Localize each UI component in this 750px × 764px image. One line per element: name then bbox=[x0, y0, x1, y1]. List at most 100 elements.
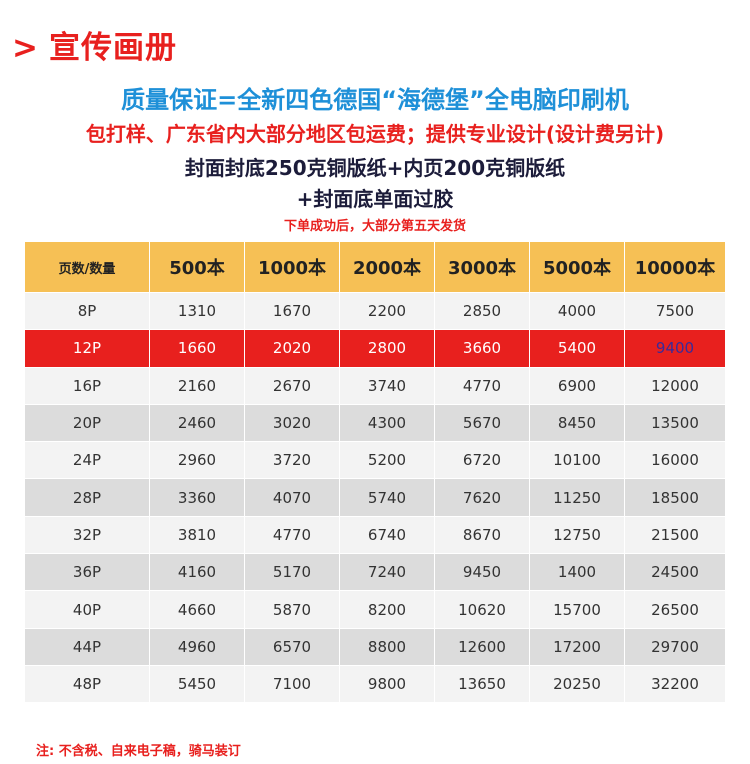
page-count-cell: 24P bbox=[24, 441, 150, 480]
price-cell: 21500 bbox=[624, 515, 726, 555]
price-cell: 1660 bbox=[149, 329, 245, 368]
page-title: > 宣传画册 bbox=[12, 30, 177, 66]
table-row: 48P 5450 7100 9800 13650 20250 32200 bbox=[24, 664, 726, 704]
price-cell: 3720 bbox=[244, 441, 340, 480]
price-cell: 29700 bbox=[624, 627, 726, 666]
table-row: 32P 3810 4770 6740 8670 12750 21500 bbox=[24, 515, 726, 555]
price-cell: 4660 bbox=[149, 590, 245, 629]
price-cell: 4300 bbox=[339, 403, 435, 443]
price-cell: 9800 bbox=[339, 664, 435, 704]
price-cell: 20250 bbox=[529, 664, 625, 704]
price-cell: 32200 bbox=[624, 664, 726, 704]
page-count-cell: 12P bbox=[24, 329, 150, 368]
price-cell: 26500 bbox=[624, 590, 726, 629]
column-header: 5000本 bbox=[529, 241, 625, 293]
corner-header: 页数/数量 bbox=[24, 241, 150, 293]
table-row: 40P 4660 5870 8200 10620 15700 26500 bbox=[24, 590, 726, 629]
page-count-cell: 28P bbox=[24, 478, 150, 517]
price-cell: 4000 bbox=[529, 291, 625, 331]
price-cell: 8670 bbox=[434, 515, 530, 555]
price-cell: 7620 bbox=[434, 478, 530, 517]
price-cell: 6720 bbox=[434, 441, 530, 480]
price-cell: 8200 bbox=[339, 590, 435, 629]
price-cell: 10620 bbox=[434, 590, 530, 629]
price-cell: 5740 bbox=[339, 478, 435, 517]
column-header: 10000本 bbox=[624, 241, 726, 293]
price-cell: 7240 bbox=[339, 553, 435, 592]
column-header: 500本 bbox=[149, 241, 245, 293]
price-cell: 1400 bbox=[529, 553, 625, 592]
footer-note: 注: 不含税、自来电子稿，骑马装订 bbox=[36, 744, 241, 759]
price-cell: 4160 bbox=[149, 553, 245, 592]
price-cell: 12600 bbox=[434, 627, 530, 666]
column-header: 3000本 bbox=[434, 241, 530, 293]
price-cell: 5200 bbox=[339, 441, 435, 480]
page-count-cell: 8P bbox=[24, 291, 150, 331]
price-cell: 5170 bbox=[244, 553, 340, 592]
lamination-line: +封面底单面过胶 bbox=[296, 187, 454, 211]
price-cell: 8800 bbox=[339, 627, 435, 666]
column-header: 1000本 bbox=[244, 241, 340, 293]
page-count-cell: 20P bbox=[24, 403, 150, 443]
table-row: 28P 3360 4070 5740 7620 11250 18500 bbox=[24, 478, 726, 517]
price-cell: 2960 bbox=[149, 441, 245, 480]
price-cell: 12000 bbox=[624, 366, 726, 405]
price-cell: 2160 bbox=[149, 366, 245, 405]
price-table: 页数/数量 500本 1000本 2000本 3000本 5000本 10000… bbox=[24, 241, 726, 704]
price-cell: 8450 bbox=[529, 403, 625, 443]
price-cell: 2670 bbox=[244, 366, 340, 405]
table-header-row: 页数/数量 500本 1000本 2000本 3000本 5000本 10000… bbox=[24, 241, 726, 293]
service-line: 包打样、广东省内大部分地区包运费；提供专业设计(设计费另计) bbox=[85, 122, 665, 146]
price-cell: 2200 bbox=[339, 291, 435, 331]
quality-guarantee-line: 质量保证=全新四色德国“海德堡”全电脑印刷机 bbox=[121, 86, 629, 114]
price-cell: 4070 bbox=[244, 478, 340, 517]
page-count-cell: 16P bbox=[24, 366, 150, 405]
table-row: 44P 4960 6570 8800 12600 17200 29700 bbox=[24, 627, 726, 666]
delivery-line: 下单成功后，大部分第五天发货 bbox=[283, 219, 466, 234]
price-cell: 5670 bbox=[434, 403, 530, 443]
table-row: 16P 2160 2670 3740 4770 6900 12000 bbox=[24, 366, 726, 405]
price-cell: 10100 bbox=[529, 441, 625, 480]
price-cell: 15700 bbox=[529, 590, 625, 629]
table-row: 36P 4160 5170 7240 9450 1400 24500 bbox=[24, 553, 726, 592]
price-cell: 18500 bbox=[624, 478, 726, 517]
price-cell: 2020 bbox=[244, 329, 340, 368]
table-row: 20P 2460 3020 4300 5670 8450 13500 bbox=[24, 403, 726, 443]
price-cell: 7500 bbox=[624, 291, 726, 331]
paper-spec-line: 封面封底250克铜版纸+内页200克铜版纸 bbox=[184, 156, 566, 180]
price-cell: 1310 bbox=[149, 291, 245, 331]
price-cell: 6900 bbox=[529, 366, 625, 405]
price-cell: 4960 bbox=[149, 627, 245, 666]
page-title-text: 宣传画册 bbox=[48, 30, 177, 66]
price-cell: 2460 bbox=[149, 403, 245, 443]
price-cell: 3810 bbox=[149, 515, 245, 555]
arrow-icon: > bbox=[12, 30, 39, 66]
price-cell: 5870 bbox=[244, 590, 340, 629]
price-cell: 9400 bbox=[624, 329, 726, 368]
price-cell: 2850 bbox=[434, 291, 530, 331]
page-count-cell: 48P bbox=[24, 664, 150, 704]
price-cell: 3020 bbox=[244, 403, 340, 443]
page-count-cell: 40P bbox=[24, 590, 150, 629]
table-row: 24P 2960 3720 5200 6720 10100 16000 bbox=[24, 441, 726, 480]
price-cell: 4770 bbox=[244, 515, 340, 555]
price-cell: 3740 bbox=[339, 366, 435, 405]
price-cell: 17200 bbox=[529, 627, 625, 666]
price-cell: 9450 bbox=[434, 553, 530, 592]
price-cell: 13650 bbox=[434, 664, 530, 704]
column-header: 2000本 bbox=[339, 241, 435, 293]
price-cell: 12750 bbox=[529, 515, 625, 555]
price-cell: 13500 bbox=[624, 403, 726, 443]
price-cell: 16000 bbox=[624, 441, 726, 480]
page-count-cell: 44P bbox=[24, 627, 150, 666]
page-count-cell: 32P bbox=[24, 515, 150, 555]
price-cell: 5400 bbox=[529, 329, 625, 368]
price-cell: 11250 bbox=[529, 478, 625, 517]
price-cell: 4770 bbox=[434, 366, 530, 405]
price-cell: 2800 bbox=[339, 329, 435, 368]
table-row: 8P 1310 1670 2200 2850 4000 7500 bbox=[24, 291, 726, 331]
price-cell: 24500 bbox=[624, 553, 726, 592]
price-cell: 3360 bbox=[149, 478, 245, 517]
page-count-cell: 36P bbox=[24, 553, 150, 592]
price-cell: 3660 bbox=[434, 329, 530, 368]
